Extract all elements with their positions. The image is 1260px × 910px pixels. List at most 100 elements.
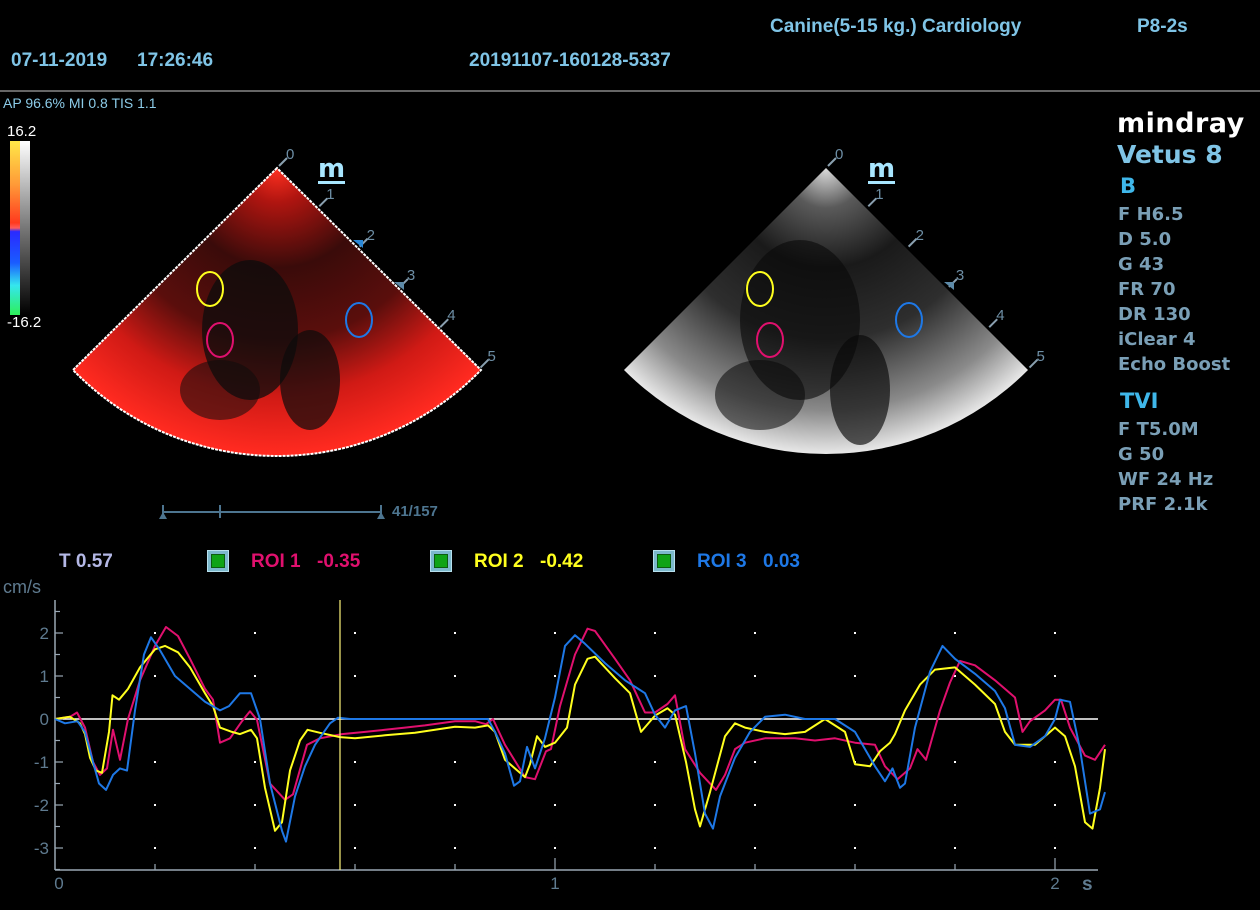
grid-dot (154, 761, 156, 763)
grid-dot (754, 675, 756, 677)
probe-label: P8-2s (1137, 16, 1188, 37)
b-param-dynamic-range: DR 130 (1118, 304, 1191, 325)
roi1-marker-b[interactable] (756, 322, 784, 358)
grid-dot (854, 804, 856, 806)
b-param-echo-boost: Echo Boost (1118, 354, 1231, 375)
focus-marker-icon (394, 282, 404, 290)
roi3-marker[interactable] (345, 302, 373, 338)
grid-dot (1054, 804, 1056, 806)
depth-tick (988, 318, 998, 328)
roi1-value: -0.35 (317, 551, 361, 572)
grid-dot (654, 675, 656, 677)
chamber-shadow (180, 360, 260, 420)
grid-dot (654, 804, 656, 806)
trace-roi2 (54, 644, 1106, 832)
cine-end-icon[interactable] (377, 512, 385, 519)
y-tick-label: -1 (34, 753, 49, 772)
colorbar-max-label: 16.2 (7, 123, 37, 140)
time-label: 17:26:46 (137, 50, 214, 71)
grid-dot (254, 632, 256, 634)
mindray-logo: mindray (1117, 108, 1245, 139)
depth-label: 0 (286, 146, 295, 163)
grid-dot (554, 847, 556, 849)
roi2-checkbox[interactable] (430, 550, 452, 572)
chamber-shadow (715, 360, 805, 430)
grid-dot (154, 804, 156, 806)
x-tick-label: 2 (1050, 874, 1059, 893)
chamber-shadow (830, 335, 890, 445)
grid-dot (554, 804, 556, 806)
grid-dot (354, 761, 356, 763)
roi1-marker[interactable] (206, 322, 234, 358)
cursor-time-label: T 0.57 (59, 551, 113, 572)
depth-label: 3 (955, 266, 965, 284)
grid-dot (454, 675, 456, 677)
depth-tick (867, 197, 878, 208)
grid-dot (254, 804, 256, 806)
grid-dot (654, 761, 656, 763)
grid-dot (954, 847, 956, 849)
grid-dot (754, 847, 756, 849)
grid-dot (954, 761, 956, 763)
grid-dot (254, 675, 256, 677)
acoustic-output-label: AP 96.6% MI 0.8 TIS 1.1 (3, 95, 157, 111)
grid-dot (854, 847, 856, 849)
roi1-label: ROI 1 (251, 551, 301, 572)
depth-tick (479, 358, 490, 369)
model-name: Vetus 8 (1117, 140, 1223, 169)
focus-marker-icon (353, 240, 363, 248)
y-tick-label: 0 (40, 710, 49, 729)
grid-dot (554, 761, 556, 763)
b-param-iclear: iClear 4 (1118, 329, 1196, 350)
roi3-marker-b[interactable] (895, 302, 923, 338)
grid-dot (154, 675, 156, 677)
depth-label: 0 (835, 146, 844, 163)
b-mode-image (624, 168, 1028, 454)
b-param-gain: G 43 (1118, 254, 1165, 275)
velocity-color-bar (10, 141, 20, 315)
grid-dot (654, 847, 656, 849)
grid-dot (154, 847, 156, 849)
grid-dot (1054, 761, 1056, 763)
tvi-param-frequency: F T5.0M (1118, 419, 1199, 440)
roi3-label: ROI 3 (697, 551, 747, 572)
chart-axes (54, 600, 1098, 871)
chart-traces (54, 600, 1106, 870)
grid-dot (754, 804, 756, 806)
grid-dot (154, 632, 156, 634)
grid-dot (354, 847, 356, 849)
trace-roi1 (54, 626, 1106, 801)
trace-roi3 (54, 634, 1106, 843)
grid-dot (354, 804, 356, 806)
roi-legend: T 0.57 ROI 1 -0.35 ROI 2 -0.42 ROI 3 0.0… (0, 549, 900, 579)
grid-dot (654, 632, 656, 634)
x-tick-label: 0 (54, 874, 63, 893)
depth-tick (278, 157, 288, 167)
depth-tick (318, 197, 329, 208)
chamber-shadow (280, 330, 340, 430)
cine-scrollbar[interactable] (159, 505, 385, 519)
grid-dot (554, 632, 556, 634)
ultrasound-images (71, 157, 1039, 519)
cine-start-icon[interactable] (159, 512, 167, 519)
roi2-marker[interactable] (196, 271, 224, 307)
depth-label: 4 (447, 307, 456, 325)
tvi-mode-params: F T5.0M G 50 WF 24 Hz PRF 2.1k (1118, 417, 1213, 517)
depth-label: 4 (996, 307, 1005, 325)
grid-dot (854, 632, 856, 634)
roi1-checkbox[interactable] (207, 550, 229, 572)
depth-label: 3 (406, 266, 416, 284)
header-divider (0, 90, 1260, 92)
b-param-frame-rate: FR 70 (1118, 279, 1176, 300)
y-tick-label: -2 (34, 796, 49, 815)
exam-id-label: 20191107-160128-5337 (469, 50, 671, 71)
grid-dot (1054, 675, 1056, 677)
grid-dot (354, 675, 356, 677)
tvi-trace-chart[interactable]: 2 1 0 -1 -2 -3 0 1 2 (0, 590, 1110, 900)
depth-tick (907, 237, 918, 248)
y-tick-label: -3 (34, 839, 49, 858)
roi2-marker-b[interactable] (746, 271, 774, 307)
depth-tick (439, 318, 449, 328)
tvi-param-prf: PRF 2.1k (1118, 494, 1208, 515)
roi3-checkbox[interactable] (653, 550, 675, 572)
